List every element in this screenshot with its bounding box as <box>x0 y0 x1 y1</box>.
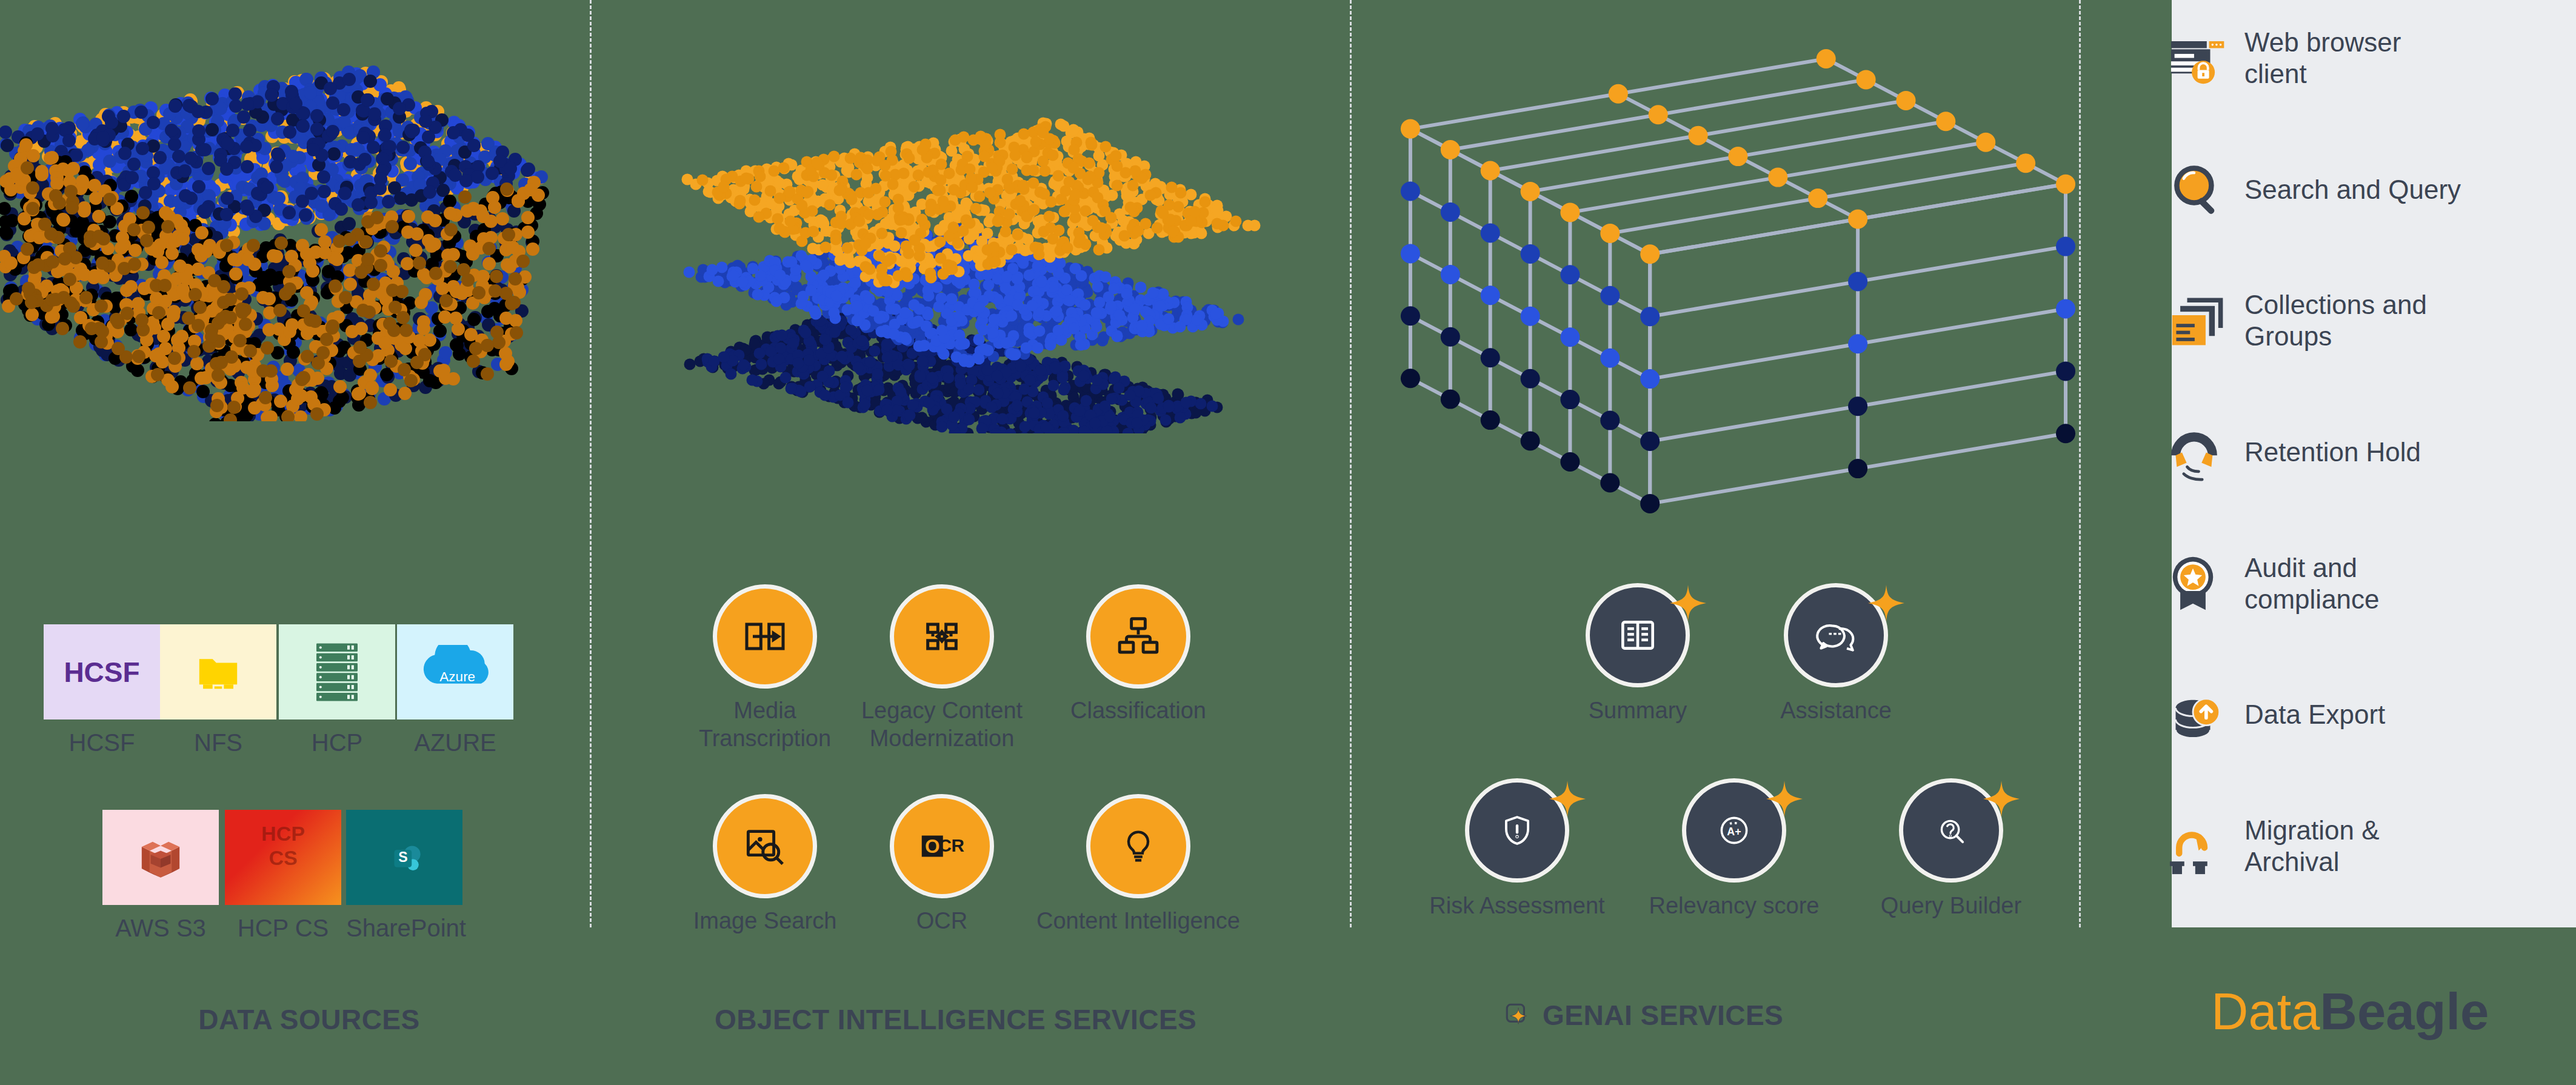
svg-text:O: O <box>925 835 940 857</box>
svg-text:S: S <box>398 849 407 865</box>
svg-text:C: C <box>939 835 952 855</box>
svg-text:R: R <box>952 835 965 855</box>
svg-text:Azure: Azure <box>439 669 475 684</box>
svg-text:A+: A+ <box>1727 826 1741 838</box>
